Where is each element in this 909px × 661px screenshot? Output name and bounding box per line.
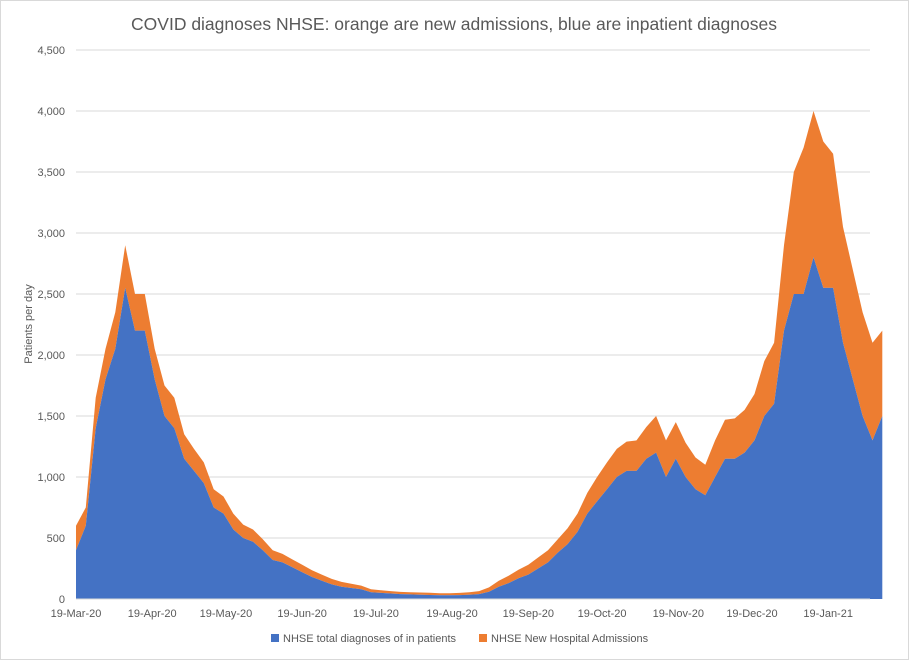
y-tick-label: 4,500 — [37, 45, 65, 57]
x-tick-label: 19-Aug-20 — [426, 608, 477, 620]
x-tick-label: 19-Jan-21 — [803, 608, 853, 620]
legend: NHSE total diagnoses of in patients NHSE… — [271, 633, 649, 645]
y-tick-label: 1,500 — [37, 411, 65, 423]
legend-label-inpatients: NHSE total diagnoses of in patients — [283, 633, 457, 645]
y-tick-label: 2,500 — [37, 289, 65, 301]
x-tick-label: 19-May-20 — [200, 608, 253, 620]
chart-title: COVID diagnoses NHSE: orange are new adm… — [131, 14, 777, 34]
legend-label-admissions: NHSE New Hospital Admissions — [491, 633, 649, 645]
y-tick-label: 500 — [47, 533, 65, 545]
x-axis-ticks: 19-Mar-20 19-Apr-20 19-May-20 19-Jun-20 19-J… — [51, 608, 853, 620]
y-tick-label: 0 — [59, 594, 65, 606]
x-tick-label: 19-Dec-20 — [726, 608, 777, 620]
y-axis-title: Patients per day — [23, 284, 35, 364]
x-tick-label: 19-Mar-20 — [51, 608, 102, 620]
y-tick-label: 3,500 — [37, 167, 65, 179]
legend-swatch-inpatients — [271, 634, 279, 642]
legend-swatch-admissions — [479, 634, 487, 642]
plot-area — [76, 111, 883, 599]
x-tick-label: 19-Nov-20 — [653, 608, 704, 620]
x-tick-label: 19-Apr-20 — [128, 608, 177, 620]
x-tick-label: 19-Sep-20 — [503, 608, 554, 620]
y-tick-label: 1,000 — [37, 472, 65, 484]
y-tick-label: 2,000 — [37, 350, 65, 362]
x-tick-label: 19-Jun-20 — [277, 608, 327, 620]
series-area-admissions — [76, 111, 883, 596]
series-area-inpatients — [76, 257, 883, 599]
y-axis-ticks: 0 500 1,000 1,500 2,000 2,500 3,000 3,500 4,000 4… — [37, 45, 65, 606]
y-tick-label: 3,000 — [37, 228, 65, 240]
x-tick-label: 19-Jul-20 — [353, 608, 399, 620]
y-tick-label: 4,000 — [37, 106, 65, 118]
x-tick-label: 19-Oct-20 — [578, 608, 627, 620]
